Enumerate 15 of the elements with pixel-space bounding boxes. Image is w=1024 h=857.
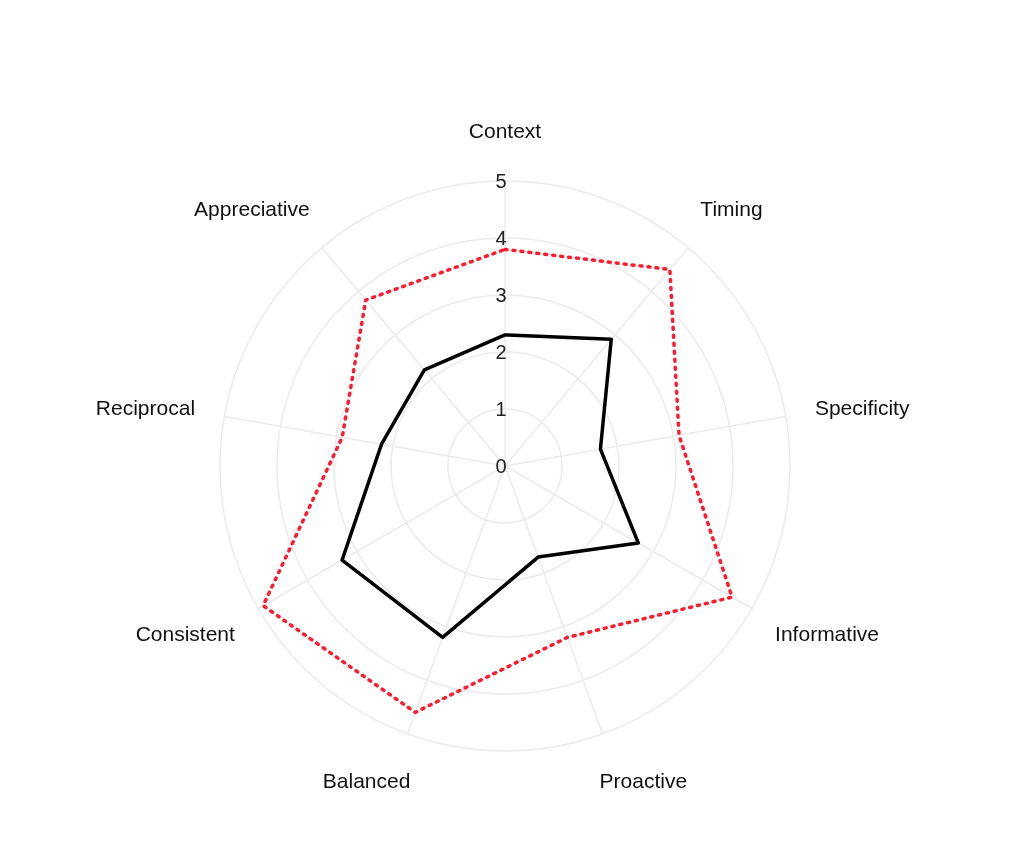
spoke-label: Informative bbox=[775, 621, 879, 645]
y-tick-label: 1 bbox=[495, 398, 507, 420]
y-tick-label: 5 bbox=[495, 170, 507, 192]
y-tick-label: 3 bbox=[495, 284, 507, 306]
spoke-label: Timing bbox=[700, 197, 763, 221]
spoke-label: Specificity bbox=[814, 395, 910, 419]
spoke-label: Proactive bbox=[599, 768, 688, 792]
spoke-label: Context bbox=[468, 119, 542, 142]
y-tick-label: 4 bbox=[495, 227, 507, 249]
y-tick-label: 0 bbox=[495, 455, 507, 477]
spoke-label: Reciprocal bbox=[95, 395, 196, 419]
spoke-label: Balanced bbox=[322, 768, 411, 792]
y-tick-label: 2 bbox=[495, 341, 507, 363]
spoke-label: Consistent bbox=[135, 621, 236, 645]
spoke-label: Appreciative bbox=[194, 197, 310, 221]
